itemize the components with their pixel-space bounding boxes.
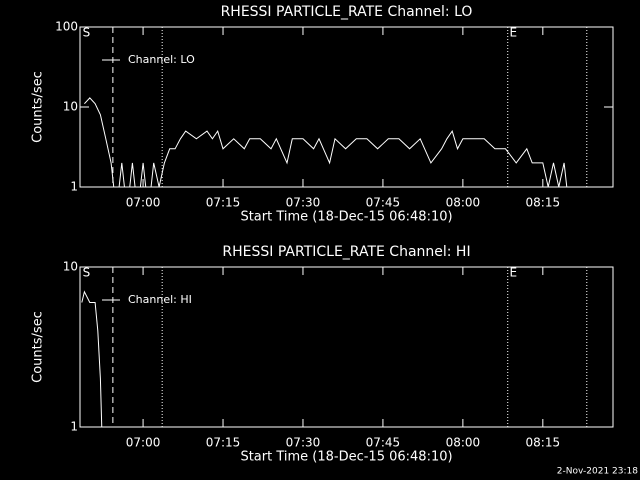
x-axis-label: Start Time (18-Dec-15 06:48:10) — [240, 210, 452, 225]
legend-label: Channel: HI — [128, 293, 192, 306]
x-tick-label: 08:15 — [526, 436, 561, 450]
y-tick-label: 1 — [70, 180, 78, 194]
y-tick-label: 10 — [63, 260, 78, 274]
x-tick-label: 07:00 — [126, 196, 161, 210]
footer: 2-Nov-2021 23:18 — [557, 467, 639, 477]
chart-title: RHESSI PARTICLE_RATE Channel: LO — [221, 4, 473, 20]
marker-label: S — [83, 26, 91, 40]
x-tick-label: 07:30 — [286, 196, 321, 210]
chart-title: RHESSI PARTICLE_RATE Channel: HI — [222, 244, 470, 260]
x-tick-label: 07:45 — [366, 436, 401, 450]
x-axis-label: Start Time (18-Dec-15 06:48:10) — [240, 450, 452, 465]
data-line — [81, 290, 103, 427]
y-axis-label: Counts/sec — [31, 71, 46, 143]
legend-label: Channel: LO — [128, 53, 195, 66]
data-line — [84, 97, 568, 187]
y-tick-label: 1 — [70, 420, 78, 434]
y-tick-label: 10 — [63, 100, 78, 114]
plot-frame — [79, 266, 614, 428]
x-tick-label: 08:15 — [526, 196, 561, 210]
x-tick-label: 08:00 — [446, 196, 481, 210]
x-tick-label: 08:00 — [446, 436, 481, 450]
marker-label: S — [83, 266, 91, 280]
x-tick-label: 07:45 — [366, 196, 401, 210]
x-tick-label: 07:30 — [286, 436, 321, 450]
y-tick-label: 100 — [55, 20, 78, 34]
x-tick-label: 07:15 — [206, 436, 241, 450]
marker-label: E — [510, 266, 518, 280]
x-tick-label: 07:00 — [126, 436, 161, 450]
marker-label: E — [510, 26, 518, 40]
y-axis-label: Counts/sec — [31, 311, 46, 383]
x-tick-label: 07:15 — [206, 196, 241, 210]
